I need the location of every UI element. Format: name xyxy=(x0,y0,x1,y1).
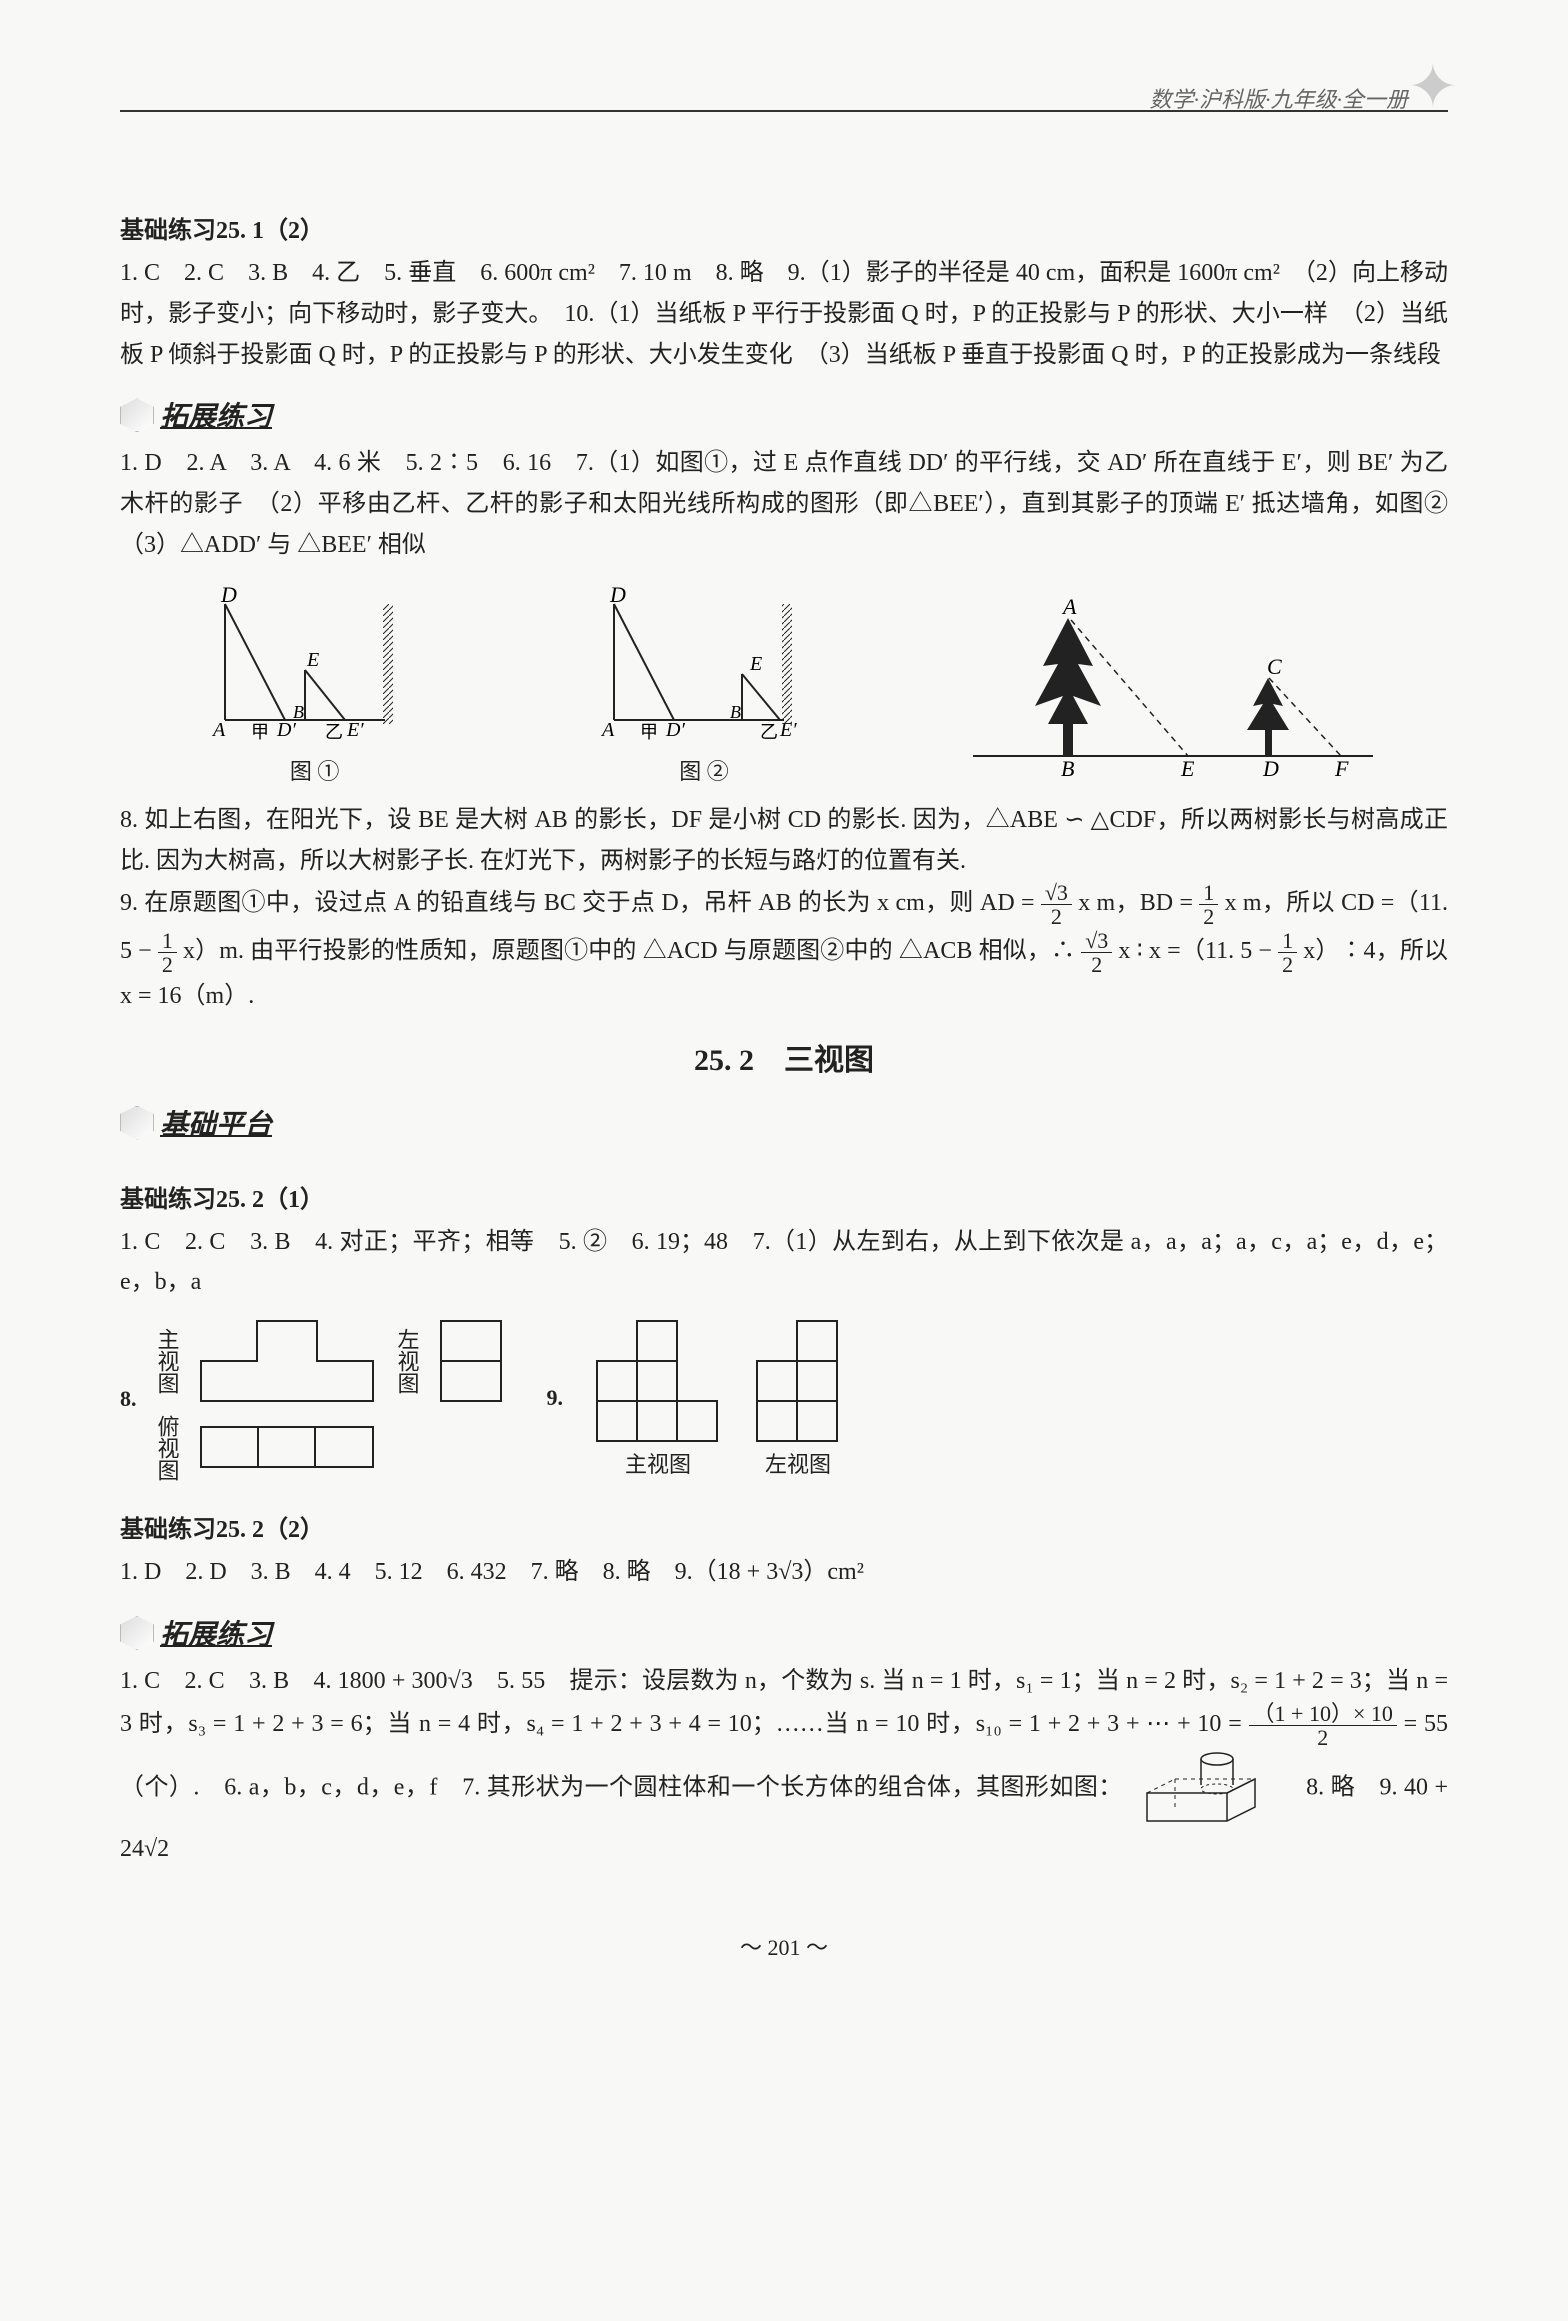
banner-diamond-icon-2 xyxy=(120,1106,154,1140)
figure-2-svg: D E A 甲 D′ B 乙 E′ xyxy=(574,580,834,750)
section-25-2-1-title: 基础练习25. 2（1） xyxy=(120,1179,1448,1214)
front-view-label: 主视图 xyxy=(151,1328,183,1394)
frac-sum-product: （1 + 10）× 102 xyxy=(1249,1702,1397,1749)
svg-text:C: C xyxy=(1267,654,1282,679)
svg-text:D: D xyxy=(609,582,626,607)
svg-text:乙: 乙 xyxy=(325,722,343,742)
svg-text:F: F xyxy=(1334,756,1349,781)
figure-1-caption: 图 ① xyxy=(185,754,445,786)
banner-diamond-icon-3 xyxy=(120,1616,154,1650)
frac-sqrt3-over-2-a: √32 xyxy=(1041,881,1072,928)
q8-q9-views: 8. 主视图 俯视图 左视图 xyxy=(120,1317,1448,1481)
svg-text:B: B xyxy=(1061,756,1074,781)
svg-text:B: B xyxy=(293,702,304,722)
q8-top-view xyxy=(197,1423,377,1473)
q8-left-view xyxy=(437,1317,507,1405)
ext1-body1: 1. D 2. A 3. A 4. 6 米 5. 2∶5 6. 16 7.（1）… xyxy=(120,443,1448,565)
cylinder-cuboid-figure xyxy=(1137,1749,1267,1829)
foundation-platform-label: 基础平台 xyxy=(160,1103,272,1143)
figure-2-caption: 图 ② xyxy=(574,754,834,786)
figure-trees: A C B E D F xyxy=(963,596,1383,786)
section-25-1-2-body: 1. C 2. C 3. B 4. 乙 5. 垂直 6. 600π cm² 7.… xyxy=(120,253,1448,375)
svg-text:甲: 甲 xyxy=(251,722,269,742)
q8-front-view xyxy=(197,1317,377,1405)
figure-row-1: D E A 甲 D′ B 乙 E′ 图 ① xyxy=(120,580,1448,786)
svg-text:A: A xyxy=(600,719,615,741)
figure-1: D E A 甲 D′ B 乙 E′ 图 ① xyxy=(185,580,445,786)
flourish-right-icon: 〜 xyxy=(806,1935,828,1960)
t3b: x m，BD = xyxy=(1078,890,1199,916)
svg-text:A: A xyxy=(211,719,226,741)
svg-text:E′: E′ xyxy=(346,719,364,741)
figure-1-svg: D E A 甲 D′ B 乙 E′ xyxy=(185,580,445,750)
section-25-2-2-body: 1. D 2. D 3. B 4. 4 5. 12 6. 432 7. 略 8.… xyxy=(120,1552,1448,1593)
q9-front-caption: 主视图 xyxy=(593,1447,723,1479)
wall-hatch-1 xyxy=(383,604,393,724)
t3e: x ∶ x =（11. 5 − xyxy=(1118,938,1278,964)
header-rule: 数学·沪科版·九年级·全一册 ✦ xyxy=(120,110,1448,112)
svg-text:乙: 乙 xyxy=(760,722,778,742)
header-book: 数学·沪科版·九年级·全一册 xyxy=(1149,82,1408,114)
q8-label: 8. xyxy=(120,1386,137,1412)
svg-text:E: E xyxy=(306,649,319,671)
ext2-body: 1. C 2. C 3. B 4. 1800 + 300√3 5. 55 提示：… xyxy=(120,1661,1448,1870)
frac-1-over-2-c: 12 xyxy=(1278,929,1297,976)
figure-2: D E A 甲 D′ B 乙 E′ 图 ② xyxy=(574,580,834,786)
svg-text:B: B xyxy=(730,702,741,722)
extended-practice-label-1: 拓展练习 xyxy=(160,395,272,435)
svg-text:D: D xyxy=(1262,756,1279,781)
frac-1-over-2-a: 12 xyxy=(1199,881,1218,928)
q9-left-caption: 左视图 xyxy=(753,1447,843,1479)
svg-text:E: E xyxy=(749,653,762,675)
ext1-body3: 9. 在原题图①中，设过点 A 的铅直线与 BC 交于点 D，吊杆 AB 的长为… xyxy=(120,881,1448,1016)
svg-text:A: A xyxy=(1061,596,1077,619)
q9-label: 9. xyxy=(547,1385,564,1411)
banner-diamond-icon xyxy=(120,398,154,432)
header-ornament: ✦ xyxy=(1408,52,1458,122)
t3d: x）m. 由平行投影的性质知，原题图①中的 △ACD 与原题图②中的 △ACB … xyxy=(183,938,1081,964)
section-25-2-2-title: 基础练习25. 2（2） xyxy=(120,1509,1448,1544)
svg-text:D′: D′ xyxy=(665,719,685,741)
top-view-label: 俯视图 xyxy=(151,1415,183,1481)
ext1-body2: 8. 如上右图，在阳光下，设 BE 是大树 AB 的影长，DF 是小树 CD 的… xyxy=(120,800,1448,882)
extended-practice-label-2: 拓展练习 xyxy=(160,1613,272,1653)
t3a: 9. 在原题图①中，设过点 A 的铅直线与 BC 交于点 D，吊杆 AB 的长为… xyxy=(120,890,1041,916)
svg-text:E: E xyxy=(1180,756,1195,781)
foundation-platform-banner: 基础平台 xyxy=(120,1103,272,1143)
figure-trees-svg: A C B E D F xyxy=(963,596,1383,786)
q9-left-view xyxy=(753,1317,843,1447)
frac-1-over-2-b: 12 xyxy=(158,929,177,976)
page-number-value: 201 xyxy=(768,1935,801,1960)
left-view-label: 左视图 xyxy=(391,1328,423,1394)
svg-text:甲: 甲 xyxy=(640,722,658,742)
section-25-2-heading: 25. 2 三视图 xyxy=(120,1035,1448,1079)
section-25-1-2-title: 基础练习25. 1（2） xyxy=(120,210,1448,245)
section-25-2-1-body: 1. C 2. C 3. B 4. 对正；平齐；相等 5. ② 6. 19；48… xyxy=(120,1222,1448,1304)
flourish-left-icon: 〜 xyxy=(740,1935,762,1960)
extended-practice-banner-2: 拓展练习 xyxy=(120,1613,272,1653)
frac-sqrt3-over-2-b: √32 xyxy=(1081,929,1112,976)
extended-practice-banner-1: 拓展练习 xyxy=(120,395,272,435)
page-number: 〜 201 〜 xyxy=(120,1930,1448,1962)
svg-text:D′: D′ xyxy=(276,719,296,741)
svg-text:D: D xyxy=(220,582,237,607)
q9-front-view xyxy=(593,1317,723,1447)
